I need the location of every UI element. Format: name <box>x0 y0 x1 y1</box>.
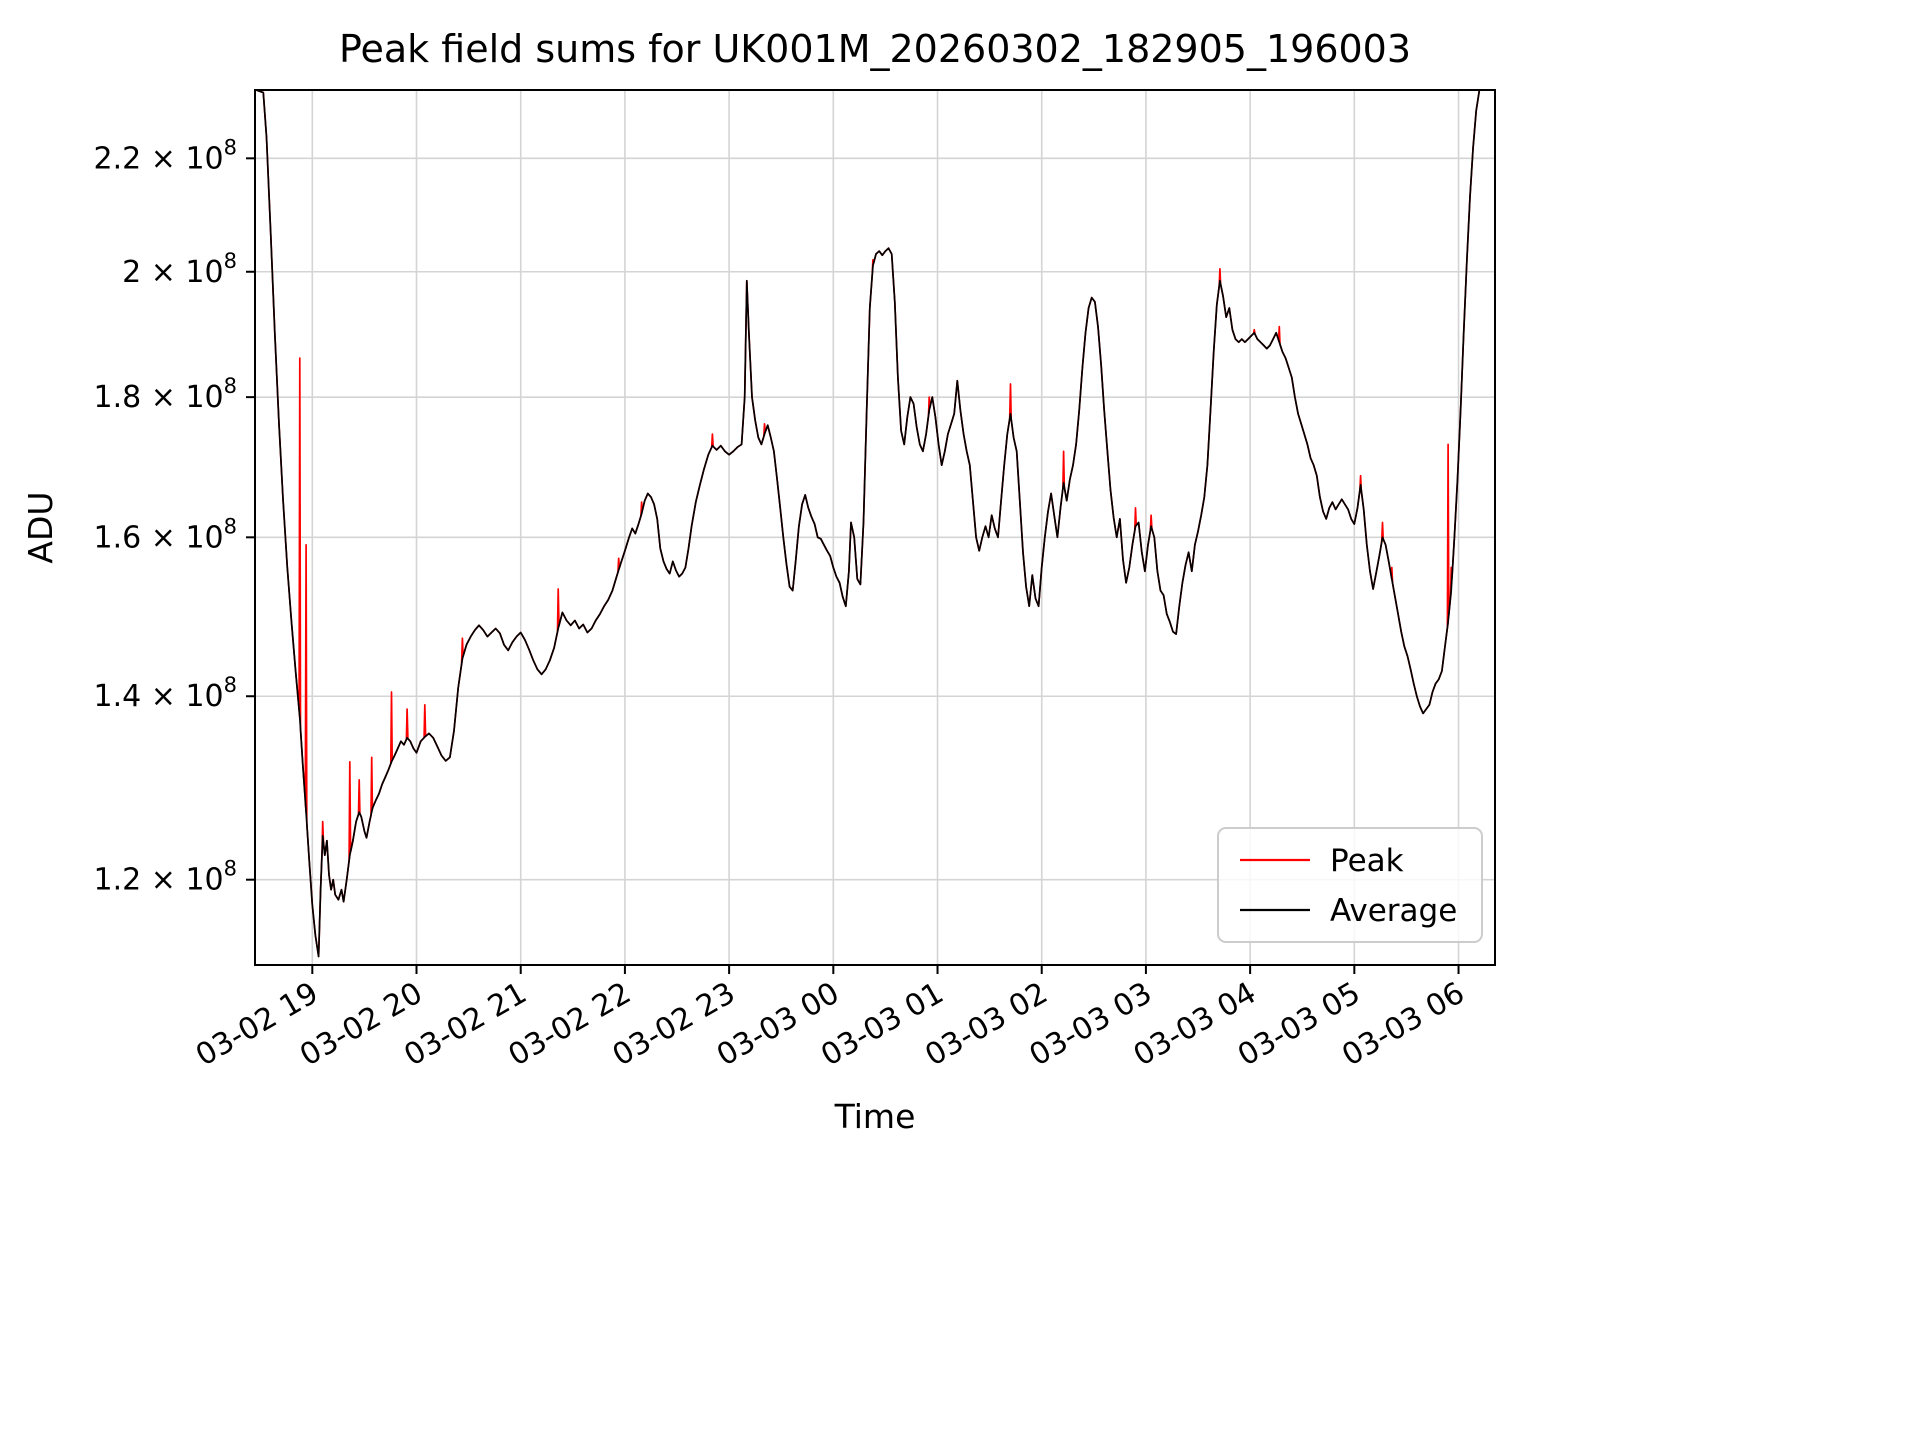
y-tick-label: 1.6 × 108 <box>94 514 237 555</box>
legend-item-peak: Peak <box>1240 843 1404 879</box>
legend-label: Peak <box>1330 843 1404 879</box>
y-axis-label: ADU <box>21 491 60 563</box>
y-tick-label: 1.8 × 108 <box>94 374 237 415</box>
series-average-line <box>255 90 1494 958</box>
axes-frame <box>254 89 1496 966</box>
y-tick-label: 2.2 × 108 <box>94 135 237 176</box>
legend-item-average: Average <box>1240 893 1457 929</box>
legend-box <box>1217 827 1483 943</box>
y-tick-label: 1.4 × 108 <box>94 673 237 714</box>
y-tick-label: 2 × 108 <box>122 249 237 290</box>
legend-label: Average <box>1330 893 1457 929</box>
plot-area <box>255 90 1494 958</box>
y-tick-label: 1.2 × 108 <box>94 857 237 898</box>
chart-title: Peak field sums for UK001M_20260302_1829… <box>339 27 1411 71</box>
x-axis-label: Time <box>834 1097 916 1136</box>
legend: Peak Average <box>1217 827 1483 943</box>
tick-marks <box>246 157 1460 974</box>
